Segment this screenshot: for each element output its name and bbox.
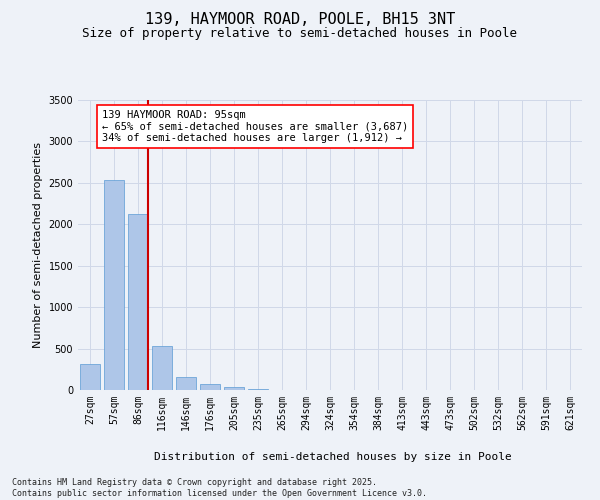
Bar xyxy=(224,387,244,390)
Bar xyxy=(152,346,172,390)
Text: Size of property relative to semi-detached houses in Poole: Size of property relative to semi-detach… xyxy=(83,28,517,40)
Bar xyxy=(104,180,124,390)
Bar xyxy=(200,384,220,390)
Text: 139 HAYMOOR ROAD: 95sqm
← 65% of semi-detached houses are smaller (3,687)
34% of: 139 HAYMOOR ROAD: 95sqm ← 65% of semi-de… xyxy=(102,110,408,143)
Bar xyxy=(80,364,100,390)
Bar xyxy=(248,389,268,390)
Y-axis label: Number of semi-detached properties: Number of semi-detached properties xyxy=(33,142,43,348)
Text: Contains HM Land Registry data © Crown copyright and database right 2025.
Contai: Contains HM Land Registry data © Crown c… xyxy=(12,478,427,498)
Text: Distribution of semi-detached houses by size in Poole: Distribution of semi-detached houses by … xyxy=(154,452,512,462)
Text: 139, HAYMOOR ROAD, POOLE, BH15 3NT: 139, HAYMOOR ROAD, POOLE, BH15 3NT xyxy=(145,12,455,28)
Bar xyxy=(176,377,196,390)
Bar xyxy=(128,214,148,390)
